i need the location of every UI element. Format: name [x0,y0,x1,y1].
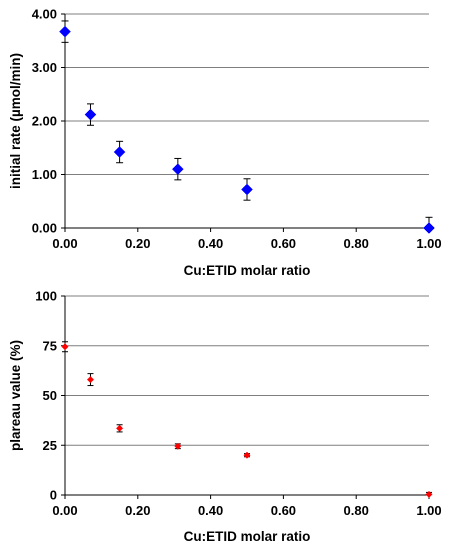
y-axis-label: plareau value (%) [8,340,23,451]
y-tick-label: 3.00 [32,60,57,75]
x-tick-label: 1.00 [416,503,441,518]
y-tick-label: 25 [43,438,57,453]
y-tick-label: 1.00 [32,167,57,182]
data-point [86,376,95,384]
x-tick-label: 0.20 [125,503,150,518]
data-point [241,183,253,196]
data-point [84,108,97,121]
data-point [59,25,71,38]
y-tick-label: 2.00 [32,114,57,129]
y-tick-label: 0 [50,488,57,503]
x-tick-label: 1.00 [416,236,441,251]
y-axis-label: initial rate (µmol/min) [8,53,23,189]
x-axis-label: Cu:ETID molar ratio [184,529,311,544]
initial-rate-chart: 0.00 1.00 2.00 3.00 4.00 0.00 0.20 0.40 0.60 0.80… [8,7,442,279]
x-tick-label: 0.40 [198,236,223,251]
x-axis-label: Cu:ETID molar ratio [184,263,311,278]
data-point [423,222,435,234]
x-tick-label: 0.60 [271,503,296,518]
data-point [171,163,184,176]
x-tick-label: 0.80 [344,236,369,251]
data-point [113,146,126,158]
y-tick-label: 0.00 [32,221,57,236]
y-tick-label: 4.00 [32,7,57,22]
x-tick-label: 0.20 [125,236,150,251]
x-tick-label: 0.40 [198,503,223,518]
data-point [174,442,182,450]
data-point [243,451,251,459]
x-tick-label: 0.00 [52,236,77,251]
data-point [116,424,124,432]
data-point [61,343,69,351]
plateau-value-chart: 0 25 50 75 100 0.00 0.20 0.40 0.60 0.80 1.00 Cu:ETI… [8,289,442,545]
y-tick-label: 75 [43,338,57,353]
y-tick-label: 100 [35,289,57,304]
x-tick-label: 0.80 [344,503,369,518]
x-tick-label: 0.60 [271,236,296,251]
x-tick-label: 0.00 [52,503,77,518]
data-point [425,490,433,498]
y-tick-label: 50 [43,388,57,403]
